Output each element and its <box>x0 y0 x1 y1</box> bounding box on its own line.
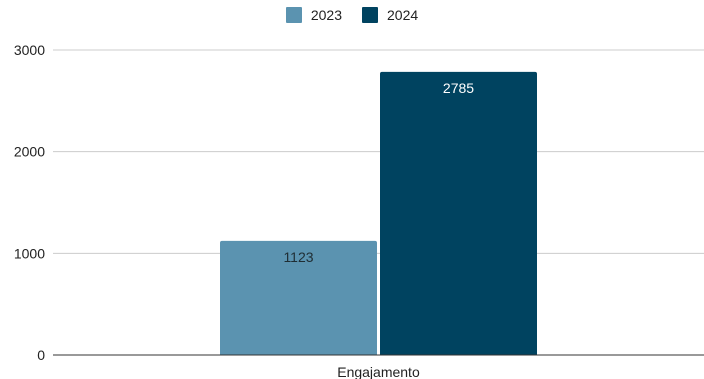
bars <box>220 71 537 355</box>
data-label-2023: 1123 <box>283 249 313 265</box>
data-label-2024: 2785 <box>443 80 474 96</box>
gridlines <box>53 49 704 254</box>
y-tick-label-2000: 2000 <box>14 144 45 160</box>
legend-label-2024: 2024 <box>387 7 419 23</box>
y-tick-label-0: 0 <box>37 347 45 363</box>
legend-label-2023: 2023 <box>310 7 342 23</box>
y-axis-ticks: 0 1000 2000 3000 <box>14 42 45 363</box>
chart-legend: 2023 2024 <box>0 7 704 23</box>
y-tick-label-3000: 3000 <box>14 42 45 58</box>
x-category-label: Engajamento <box>337 364 420 379</box>
bar-2023[interactable] <box>220 240 377 355</box>
bar-2024[interactable] <box>380 71 537 355</box>
data-labels: 1123 2785 <box>283 80 474 265</box>
legend-swatch-2023 <box>285 7 302 23</box>
legend-swatch-2024 <box>362 7 378 23</box>
legend-item-2023[interactable]: 2023 <box>285 7 342 23</box>
legend-item-2024[interactable]: 2024 <box>362 7 418 23</box>
y-tick-label-1000: 1000 <box>14 245 45 261</box>
